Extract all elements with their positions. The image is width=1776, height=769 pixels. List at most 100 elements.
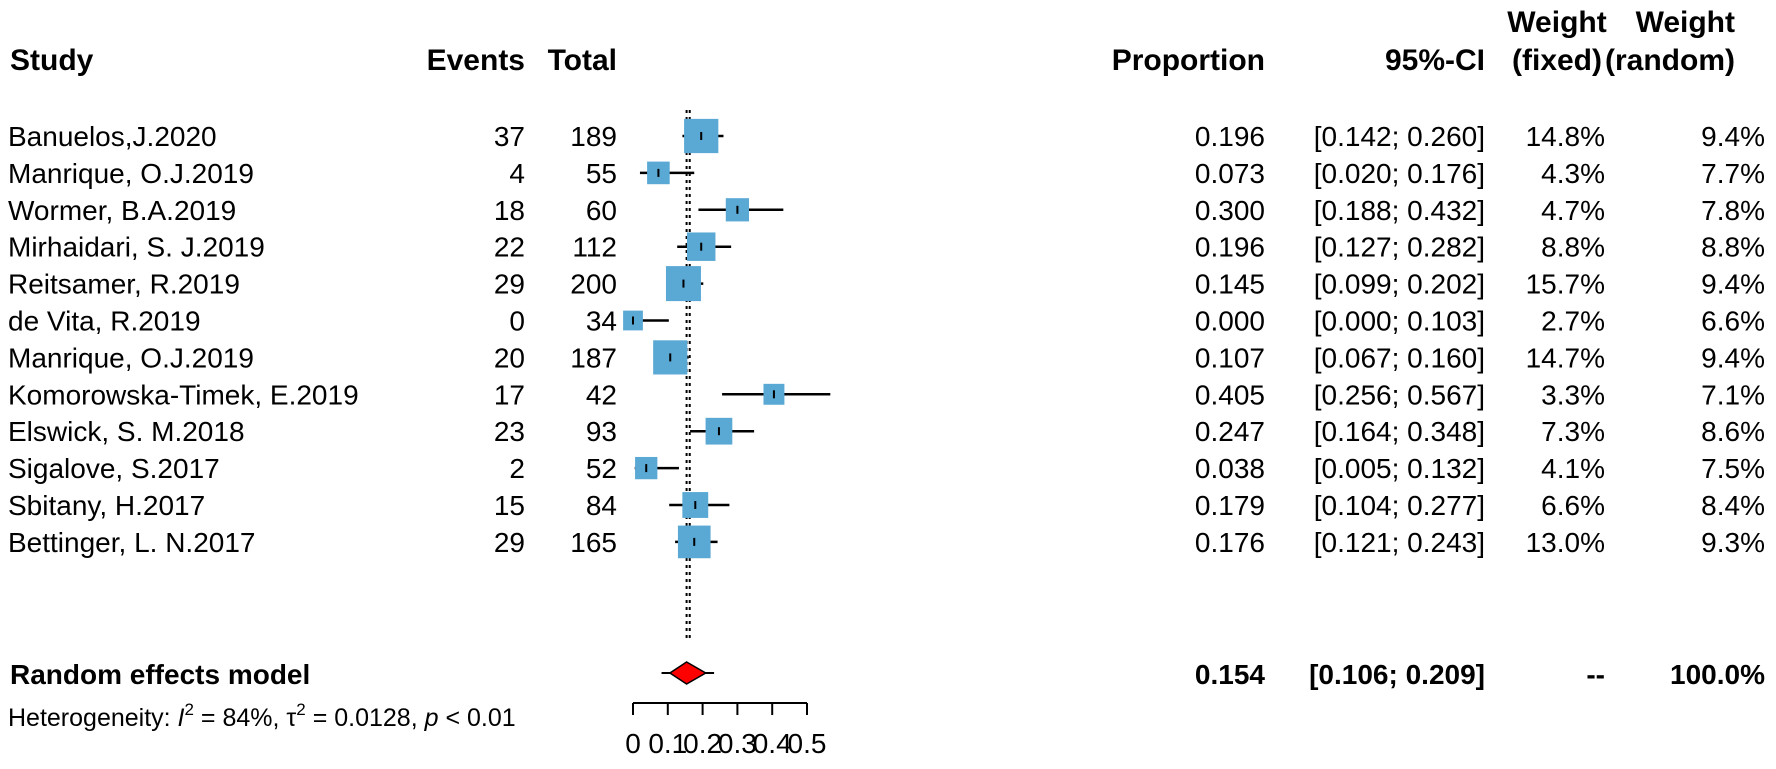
weight-fixed-value: 8.8% xyxy=(1541,232,1605,263)
ci-value: [0.127; 0.282] xyxy=(1314,232,1485,263)
total-value: 42 xyxy=(586,379,617,410)
proportion-value: 0.073 xyxy=(1195,158,1265,189)
x-axis: 0 0.10.20.30.40.5 xyxy=(625,702,827,759)
proportion-value: 0.405 xyxy=(1195,379,1265,410)
weight-fixed-value: 2.7% xyxy=(1541,306,1605,337)
plot-marks xyxy=(623,110,831,685)
ci-value: [0.256; 0.567] xyxy=(1314,379,1485,410)
events-value: 20 xyxy=(494,342,525,373)
header-events: Events xyxy=(427,44,525,77)
events-value: 18 xyxy=(494,195,525,226)
proportion-value: 0.247 xyxy=(1195,416,1265,447)
x-tick-label: 0.5 xyxy=(788,728,827,759)
events-value: 23 xyxy=(494,416,525,447)
p-value: < 0.01 xyxy=(439,704,516,732)
tau-superscript: 2 xyxy=(296,700,305,719)
study-name: de Vita, R.2019 xyxy=(8,306,201,337)
summary-weight-fixed: -- xyxy=(1586,659,1605,690)
summary-weight-random: 100.0% xyxy=(1670,659,1765,690)
heterogeneity-text: Heterogeneity: I2 = 84%, τ2 = 0.0128, p … xyxy=(8,700,516,732)
study-name: Mirhaidari, S. J.2019 xyxy=(8,232,265,263)
summary-ci: [0.106; 0.209] xyxy=(1309,659,1485,690)
i2-value: = 84%, xyxy=(194,704,286,732)
ci-value: [0.067; 0.160] xyxy=(1314,342,1485,373)
proportion-value: 0.196 xyxy=(1195,121,1265,152)
ci-value: [0.005; 0.132] xyxy=(1314,453,1485,484)
weight-fixed-value: 4.7% xyxy=(1541,195,1605,226)
x-tick-label: 0.2 xyxy=(683,728,722,759)
weight-fixed-value: 3.3% xyxy=(1541,379,1605,410)
proportion-value: 0.000 xyxy=(1195,306,1265,337)
proportion-value: 0.038 xyxy=(1195,453,1265,484)
header-study: Study xyxy=(10,44,94,77)
events-value: 29 xyxy=(494,527,525,558)
weight-fixed-value: 6.6% xyxy=(1541,490,1605,521)
total-value: 34 xyxy=(586,306,617,337)
events-value: 17 xyxy=(494,379,525,410)
heterogeneity-prefix: Heterogeneity: xyxy=(8,704,178,732)
study-name: Sigalove, S.2017 xyxy=(8,453,220,484)
x-tick-label: 0 xyxy=(625,728,641,759)
total-value: 189 xyxy=(570,121,617,152)
study-name: Wormer, B.A.2019 xyxy=(8,195,236,226)
ci-value: [0.121; 0.243] xyxy=(1314,527,1485,558)
events-value: 29 xyxy=(494,269,525,300)
total-value: 52 xyxy=(586,453,617,484)
events-value: 37 xyxy=(494,121,525,152)
ci-value: [0.000; 0.103] xyxy=(1314,306,1485,337)
total-value: 84 xyxy=(586,490,617,521)
weight-random-value: 8.4% xyxy=(1701,490,1765,521)
x-tick-label: 0.3 xyxy=(718,728,757,759)
proportion-value: 0.176 xyxy=(1195,527,1265,558)
tau-value: = 0.0128, xyxy=(306,704,425,732)
weight-fixed-value: 15.7% xyxy=(1526,269,1605,300)
summary-label: Random effects model xyxy=(10,659,310,690)
ci-value: [0.104; 0.277] xyxy=(1314,490,1485,521)
total-value: 55 xyxy=(586,158,617,189)
total-value: 112 xyxy=(572,232,617,263)
header-row: Study Events Total Proportion 95%-CI Wei… xyxy=(10,6,1735,77)
proportion-value: 0.145 xyxy=(1195,269,1265,300)
study-name: Manrique, O.J.2019 xyxy=(8,158,254,189)
weight-fixed-value: 14.8% xyxy=(1526,121,1605,152)
header-weight-random-1: Weight xyxy=(1636,6,1735,39)
total-value: 60 xyxy=(586,195,617,226)
study-name: Sbitany, H.2017 xyxy=(8,490,205,521)
weight-fixed-value: 14.7% xyxy=(1526,342,1605,373)
total-value: 200 xyxy=(570,269,617,300)
tau-symbol: τ xyxy=(286,704,296,732)
study-name: Banuelos,J.2020 xyxy=(8,121,217,152)
proportion-value: 0.107 xyxy=(1195,342,1265,373)
proportion-value: 0.196 xyxy=(1195,232,1265,263)
events-value: 0 xyxy=(509,306,525,337)
weight-random-value: 7.5% xyxy=(1701,453,1765,484)
weight-random-value: 9.3% xyxy=(1701,527,1765,558)
i2-symbol: I xyxy=(178,704,185,732)
summary-proportion: 0.154 xyxy=(1195,659,1265,690)
header-weight-random-2: (random) xyxy=(1605,44,1735,77)
weight-random-value: 7.1% xyxy=(1701,379,1765,410)
weight-random-value: 8.8% xyxy=(1701,232,1765,263)
study-name: Manrique, O.J.2019 xyxy=(8,342,254,373)
weight-random-value: 9.4% xyxy=(1701,269,1765,300)
header-weight-fixed-2: (fixed) xyxy=(1512,44,1602,77)
events-value: 4 xyxy=(509,158,525,189)
summary-diamond xyxy=(668,661,708,685)
ci-value: [0.142; 0.260] xyxy=(1314,121,1485,152)
header-total: Total xyxy=(548,44,617,77)
weight-random-value: 7.7% xyxy=(1701,158,1765,189)
events-value: 15 xyxy=(494,490,525,521)
total-value: 187 xyxy=(570,342,617,373)
study-rows: Banuelos,J.2020 37 189 0.196 [0.142; 0.260] 1… xyxy=(8,121,1765,558)
header-ci: 95%-CI xyxy=(1385,44,1485,77)
total-value: 93 xyxy=(586,416,617,447)
summary-row: Random effects model 0.154 [0.106; 0.209… xyxy=(10,659,1765,690)
weight-random-value: 9.4% xyxy=(1701,121,1765,152)
proportion-value: 0.300 xyxy=(1195,195,1265,226)
ci-value: [0.099; 0.202] xyxy=(1314,269,1485,300)
study-name: Komorowska-Timek, E.2019 xyxy=(8,379,359,410)
p-symbol: p xyxy=(424,704,439,732)
weight-fixed-value: 4.1% xyxy=(1541,453,1605,484)
events-value: 22 xyxy=(494,232,525,263)
